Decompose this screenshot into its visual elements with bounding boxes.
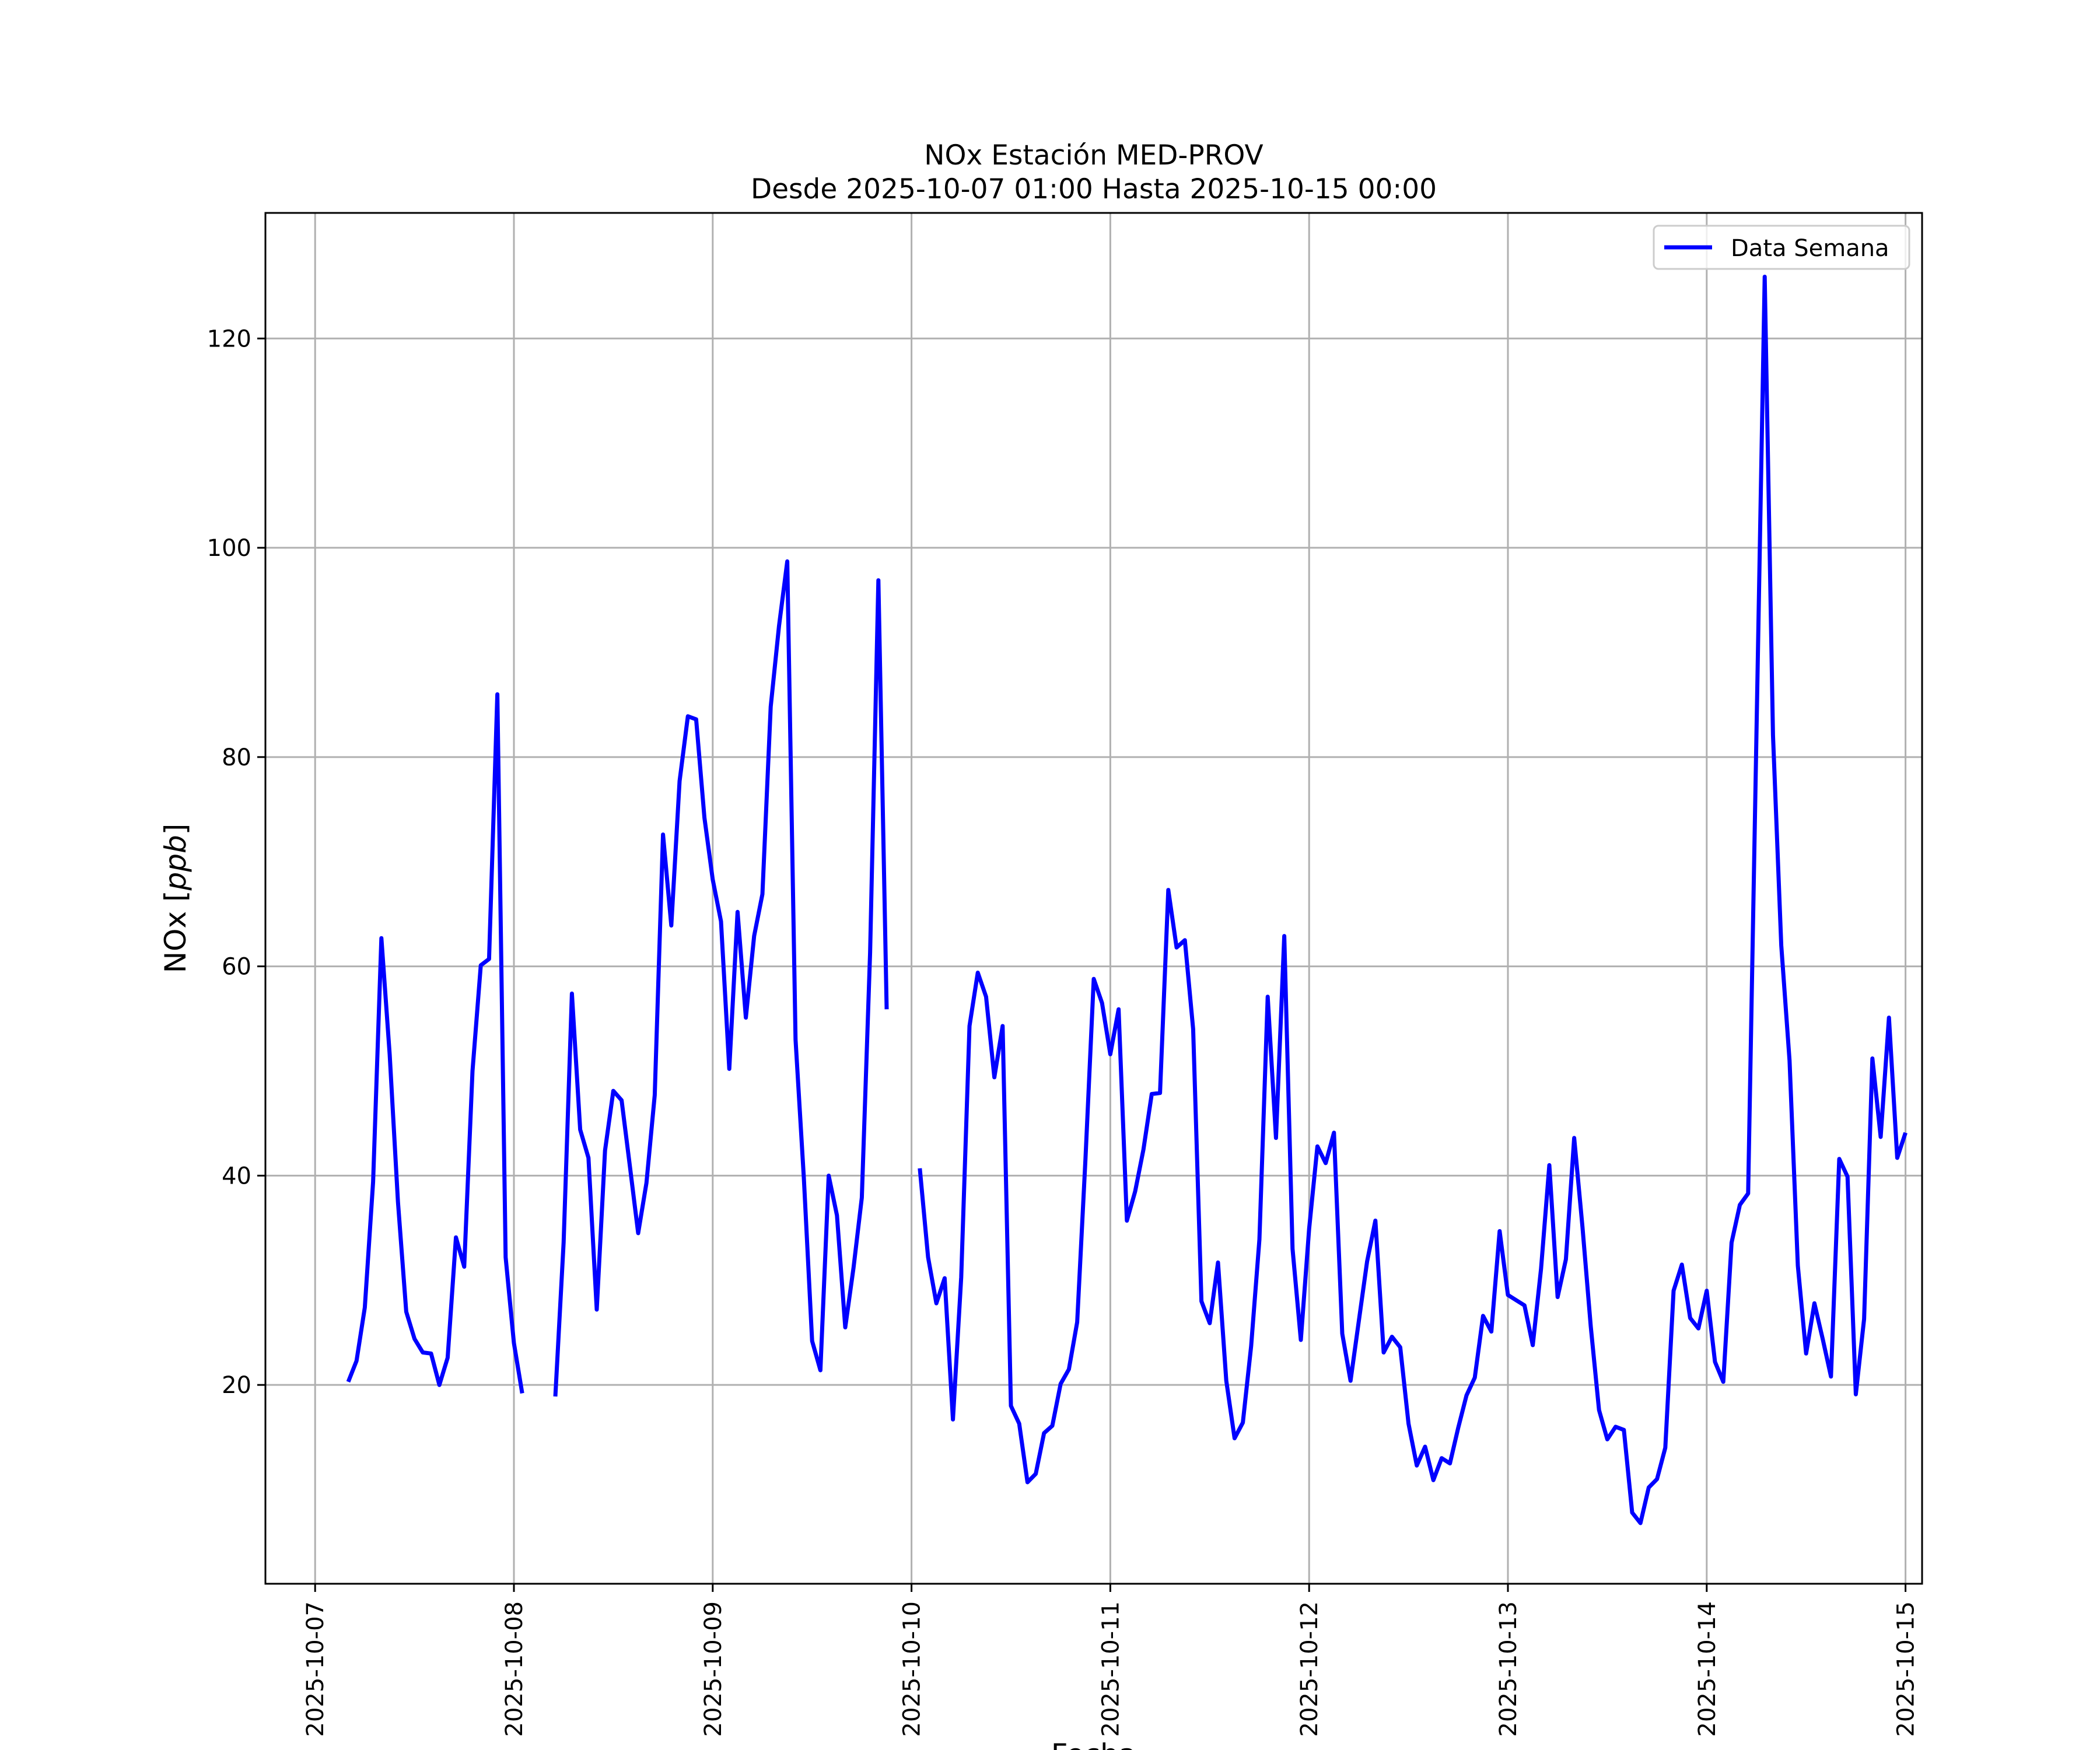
y-tick-label: 60 — [222, 954, 251, 981]
x-tick-label: 2025-10-07 — [302, 1601, 329, 1737]
legend: Data Semana — [1653, 225, 1910, 270]
y-tick-label: 40 — [222, 1163, 251, 1189]
chart-title: NOx Estación MED-PROV — [924, 139, 1263, 172]
y-axis-label: NOx [ppb] — [159, 824, 192, 973]
x-tick-label: 2025-10-14 — [1694, 1601, 1721, 1737]
series-line-segment — [553, 559, 889, 1397]
chart-subtitle: Desde 2025-10-07 01:00 Hasta 2025-10-15 … — [751, 173, 1437, 205]
plot-frame — [264, 212, 1923, 1585]
x-tick-label: 2025-10-08 — [501, 1601, 528, 1737]
series-data-semana — [346, 274, 1908, 1525]
x-tick-label: 2025-10-10 — [899, 1601, 926, 1737]
x-tick-label: 2025-10-12 — [1296, 1601, 1323, 1737]
x-axis-label: Fecha — [1051, 1738, 1137, 1750]
y-axis-ticks: 20 40 60 80 100 120 — [207, 326, 265, 1399]
y-tick-label: 80 — [222, 744, 251, 771]
legend-label-data-semana: Data Semana — [1731, 235, 1889, 262]
x-tick-label: 2025-10-11 — [1097, 1601, 1124, 1737]
x-axis-ticks: 2025-10-07 2025-10-08 2025-10-09 2025-10-10… — [302, 1584, 1920, 1737]
y-tick-label: 20 — [222, 1372, 251, 1399]
series-line-segment — [346, 692, 524, 1394]
x-tick-label: 2025-10-15 — [1893, 1601, 1920, 1737]
grid-lines — [265, 213, 1922, 1584]
y-tick-label: 100 — [207, 535, 251, 562]
x-tick-label: 2025-10-09 — [700, 1601, 727, 1737]
x-tick-label: 2025-10-13 — [1495, 1601, 1522, 1737]
legend-box — [1653, 225, 1910, 270]
series-line-segment — [918, 274, 1908, 1525]
y-tick-label: 120 — [207, 326, 251, 352]
